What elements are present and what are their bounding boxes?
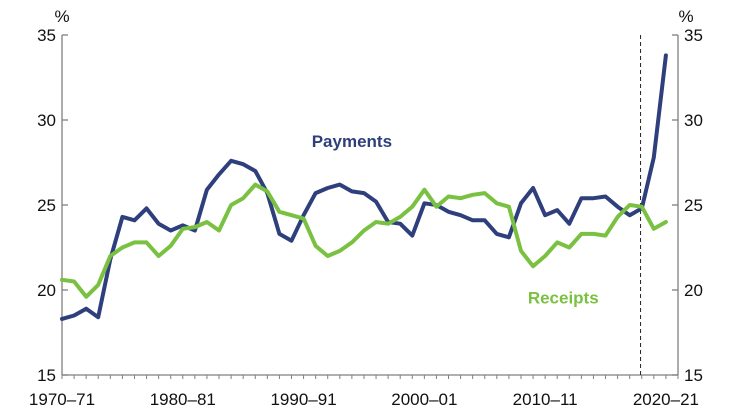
series-labels: Payments Receipts <box>312 132 599 307</box>
x-tick-label: 1970–71 <box>29 390 95 409</box>
series-label-receipts: Receipts <box>528 289 599 308</box>
y-tick-label-left: 20 <box>37 281 56 300</box>
x-axis: 1970–71 1980–81 1990–91 2000–01 2010–11 2020–… <box>29 374 699 409</box>
series-lines <box>60 53 668 321</box>
y-tick-label-left: 30 <box>37 111 56 130</box>
y-tick-label-right: 20 <box>684 281 703 300</box>
x-tick-label: 2010–11 <box>513 390 578 409</box>
y-axis-right: 15 20 25 30 35 <box>672 26 703 385</box>
x-tick-label: 1990–91 <box>270 390 336 409</box>
y-tick-label-left: 35 <box>37 26 56 45</box>
y-tick-label-left: 25 <box>37 196 56 215</box>
y-tick-label-right: 35 <box>684 26 703 45</box>
x-tick-label: 1980–81 <box>150 390 216 409</box>
series-line-receipts <box>60 182 668 299</box>
y-unit-left: % <box>54 7 69 26</box>
y-tick-label-left: 15 <box>37 366 56 385</box>
series-line-payments <box>60 53 668 321</box>
x-tick-label: 2000–01 <box>391 390 457 409</box>
y-tick-label-right: 30 <box>684 111 703 130</box>
y-tick-label-right: 25 <box>684 196 703 215</box>
x-tick-label: 2020–21 <box>633 390 699 409</box>
y-axis-left: 15 20 25 30 35 <box>37 26 68 385</box>
series-label-payments: Payments <box>312 132 392 151</box>
y-unit-right: % <box>678 7 693 26</box>
y-tick-label-right: 15 <box>684 366 703 385</box>
